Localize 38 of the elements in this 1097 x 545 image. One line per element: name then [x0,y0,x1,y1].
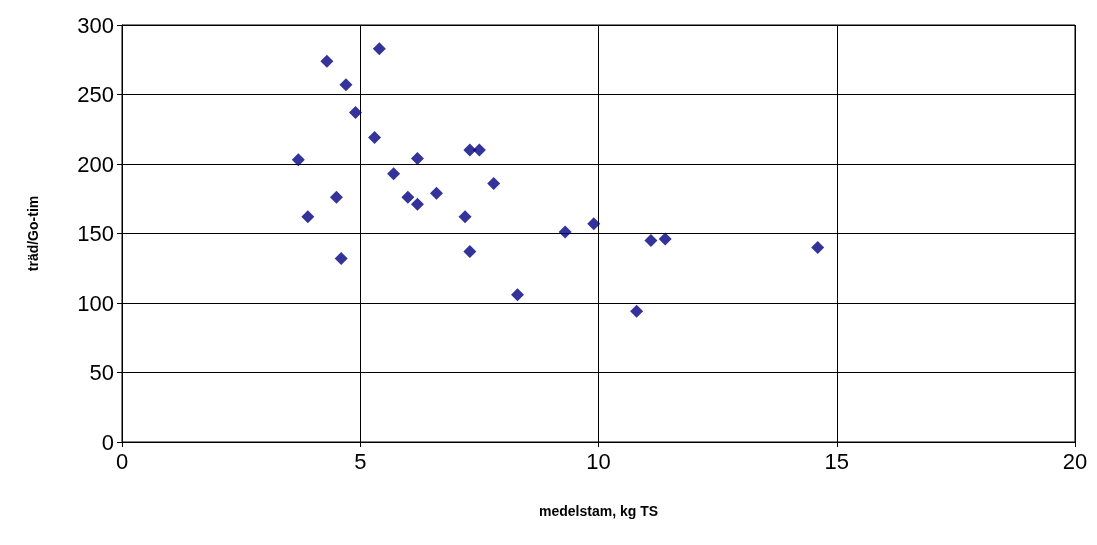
point [401,190,415,204]
point [320,54,334,68]
point [811,240,825,254]
point [372,42,386,56]
point [658,232,672,246]
y-tick-label: 100 [77,290,114,316]
point [510,288,524,302]
x-tick-label: 20 [1062,448,1088,474]
point [472,143,486,157]
y-tick-label: 150 [77,221,114,246]
point [587,217,601,231]
point [339,78,353,92]
point [644,233,658,247]
point [487,176,501,190]
x-tick-label: 5 [354,448,367,474]
point [458,210,472,224]
y-axis-title: träd/Go-tim [25,195,41,272]
point [368,131,382,145]
point [348,106,362,120]
y-tick-label: 300 [77,12,114,38]
y-tick-label: 0 [101,429,114,455]
point [301,210,315,224]
x-tick-label: 10 [586,448,611,474]
y-tick-label: 250 [77,82,114,107]
x-tick-label: 15 [824,448,849,474]
point [387,167,401,181]
x-axis-title: medelstam, kg TS [538,503,659,519]
point [334,252,348,266]
point [463,245,477,259]
y-tick-label: 50 [89,360,114,385]
point [410,151,424,165]
y-tick-label: 200 [77,151,114,177]
point [410,197,424,211]
point [291,153,305,167]
point [630,304,644,318]
point [429,186,443,200]
point [558,225,572,239]
point [329,190,343,204]
